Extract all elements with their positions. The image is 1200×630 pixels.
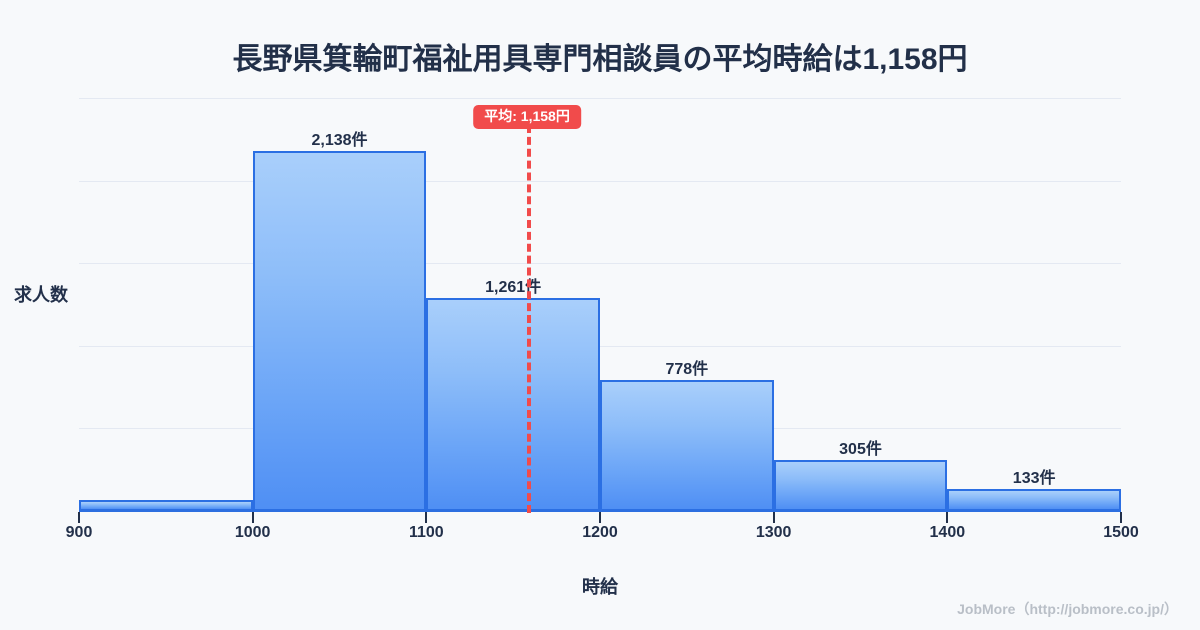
x-axis-tick-label: 900 xyxy=(65,524,93,541)
x-axis-tick xyxy=(1120,512,1122,523)
y-axis-title: 求人数 xyxy=(14,285,68,305)
x-axis-tick xyxy=(946,512,949,523)
gridline xyxy=(79,345,1121,347)
bar[interactable] xyxy=(252,150,427,511)
watermark: JobMore（http://jobmore.co.jp/） xyxy=(957,601,1178,617)
x-axis-tick-label: 1500 xyxy=(1103,524,1139,541)
x-axis-tick xyxy=(251,512,254,523)
x-axis-tick xyxy=(425,512,428,523)
x-axis-tick xyxy=(599,512,601,523)
x-axis-tick-label: 1300 xyxy=(755,524,792,541)
bar[interactable] xyxy=(426,298,600,511)
mean-line xyxy=(527,125,532,513)
bar-value-label: 2,138件 xyxy=(311,131,368,149)
plot-area xyxy=(79,98,1121,511)
x-axis-tick-label: 1100 xyxy=(408,524,444,541)
x-axis-tick-label: 1400 xyxy=(929,524,966,541)
gridline xyxy=(79,180,1121,182)
chart-title: 長野県箕輪町福祉用具専門相談員の平均時給は1,158円 xyxy=(232,43,968,76)
bar[interactable] xyxy=(79,499,253,511)
bar-value-label: 133件 xyxy=(1012,469,1056,487)
x-axis-tick xyxy=(78,512,80,523)
bar-value-label: 778件 xyxy=(665,360,709,378)
gridline xyxy=(79,263,1121,265)
mean-badge: 平均: 1,158円 xyxy=(473,105,581,130)
x-axis-line xyxy=(79,510,1121,512)
bar-value-label: 1,261件 xyxy=(485,279,542,297)
x-axis-tick-label: 1000 xyxy=(234,524,271,541)
x-axis-tick-label: 1200 xyxy=(582,524,618,541)
x-axis-title: 時給 xyxy=(582,577,618,597)
gridline xyxy=(79,98,1121,99)
x-axis-tick xyxy=(772,512,775,523)
bar[interactable] xyxy=(600,379,774,511)
bar-value-label: 305件 xyxy=(839,440,882,458)
bar[interactable] xyxy=(947,488,1121,511)
bar[interactable] xyxy=(773,459,948,511)
